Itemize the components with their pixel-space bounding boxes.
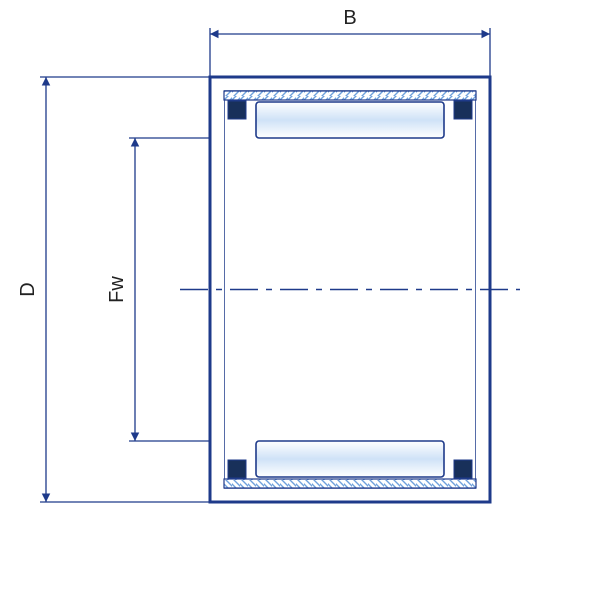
cage-block [228, 460, 246, 478]
hatched-band-bottom [224, 479, 476, 488]
dim-label-width: B [343, 7, 356, 29]
bearing-cross-section-diagram: B D Fw [0, 0, 600, 600]
cage-block [454, 460, 472, 478]
roller-top [256, 102, 444, 138]
dim-label-outer-diameter: D [17, 282, 39, 296]
hatched-band-top [224, 91, 476, 100]
dim-label-inner-diameter: Fw [106, 276, 128, 303]
cage-block [454, 101, 472, 119]
roller-bottom [256, 441, 444, 477]
cage-block [228, 101, 246, 119]
